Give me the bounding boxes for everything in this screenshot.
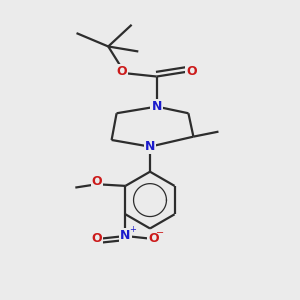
- Text: +: +: [129, 226, 136, 235]
- Text: N: N: [152, 100, 162, 113]
- Text: O: O: [92, 175, 102, 188]
- Text: N: N: [145, 140, 155, 153]
- Text: O: O: [148, 232, 159, 245]
- Text: N: N: [120, 230, 130, 242]
- Text: O: O: [116, 65, 127, 78]
- Text: O: O: [186, 65, 197, 78]
- Text: −: −: [156, 228, 164, 238]
- Text: O: O: [92, 232, 102, 245]
